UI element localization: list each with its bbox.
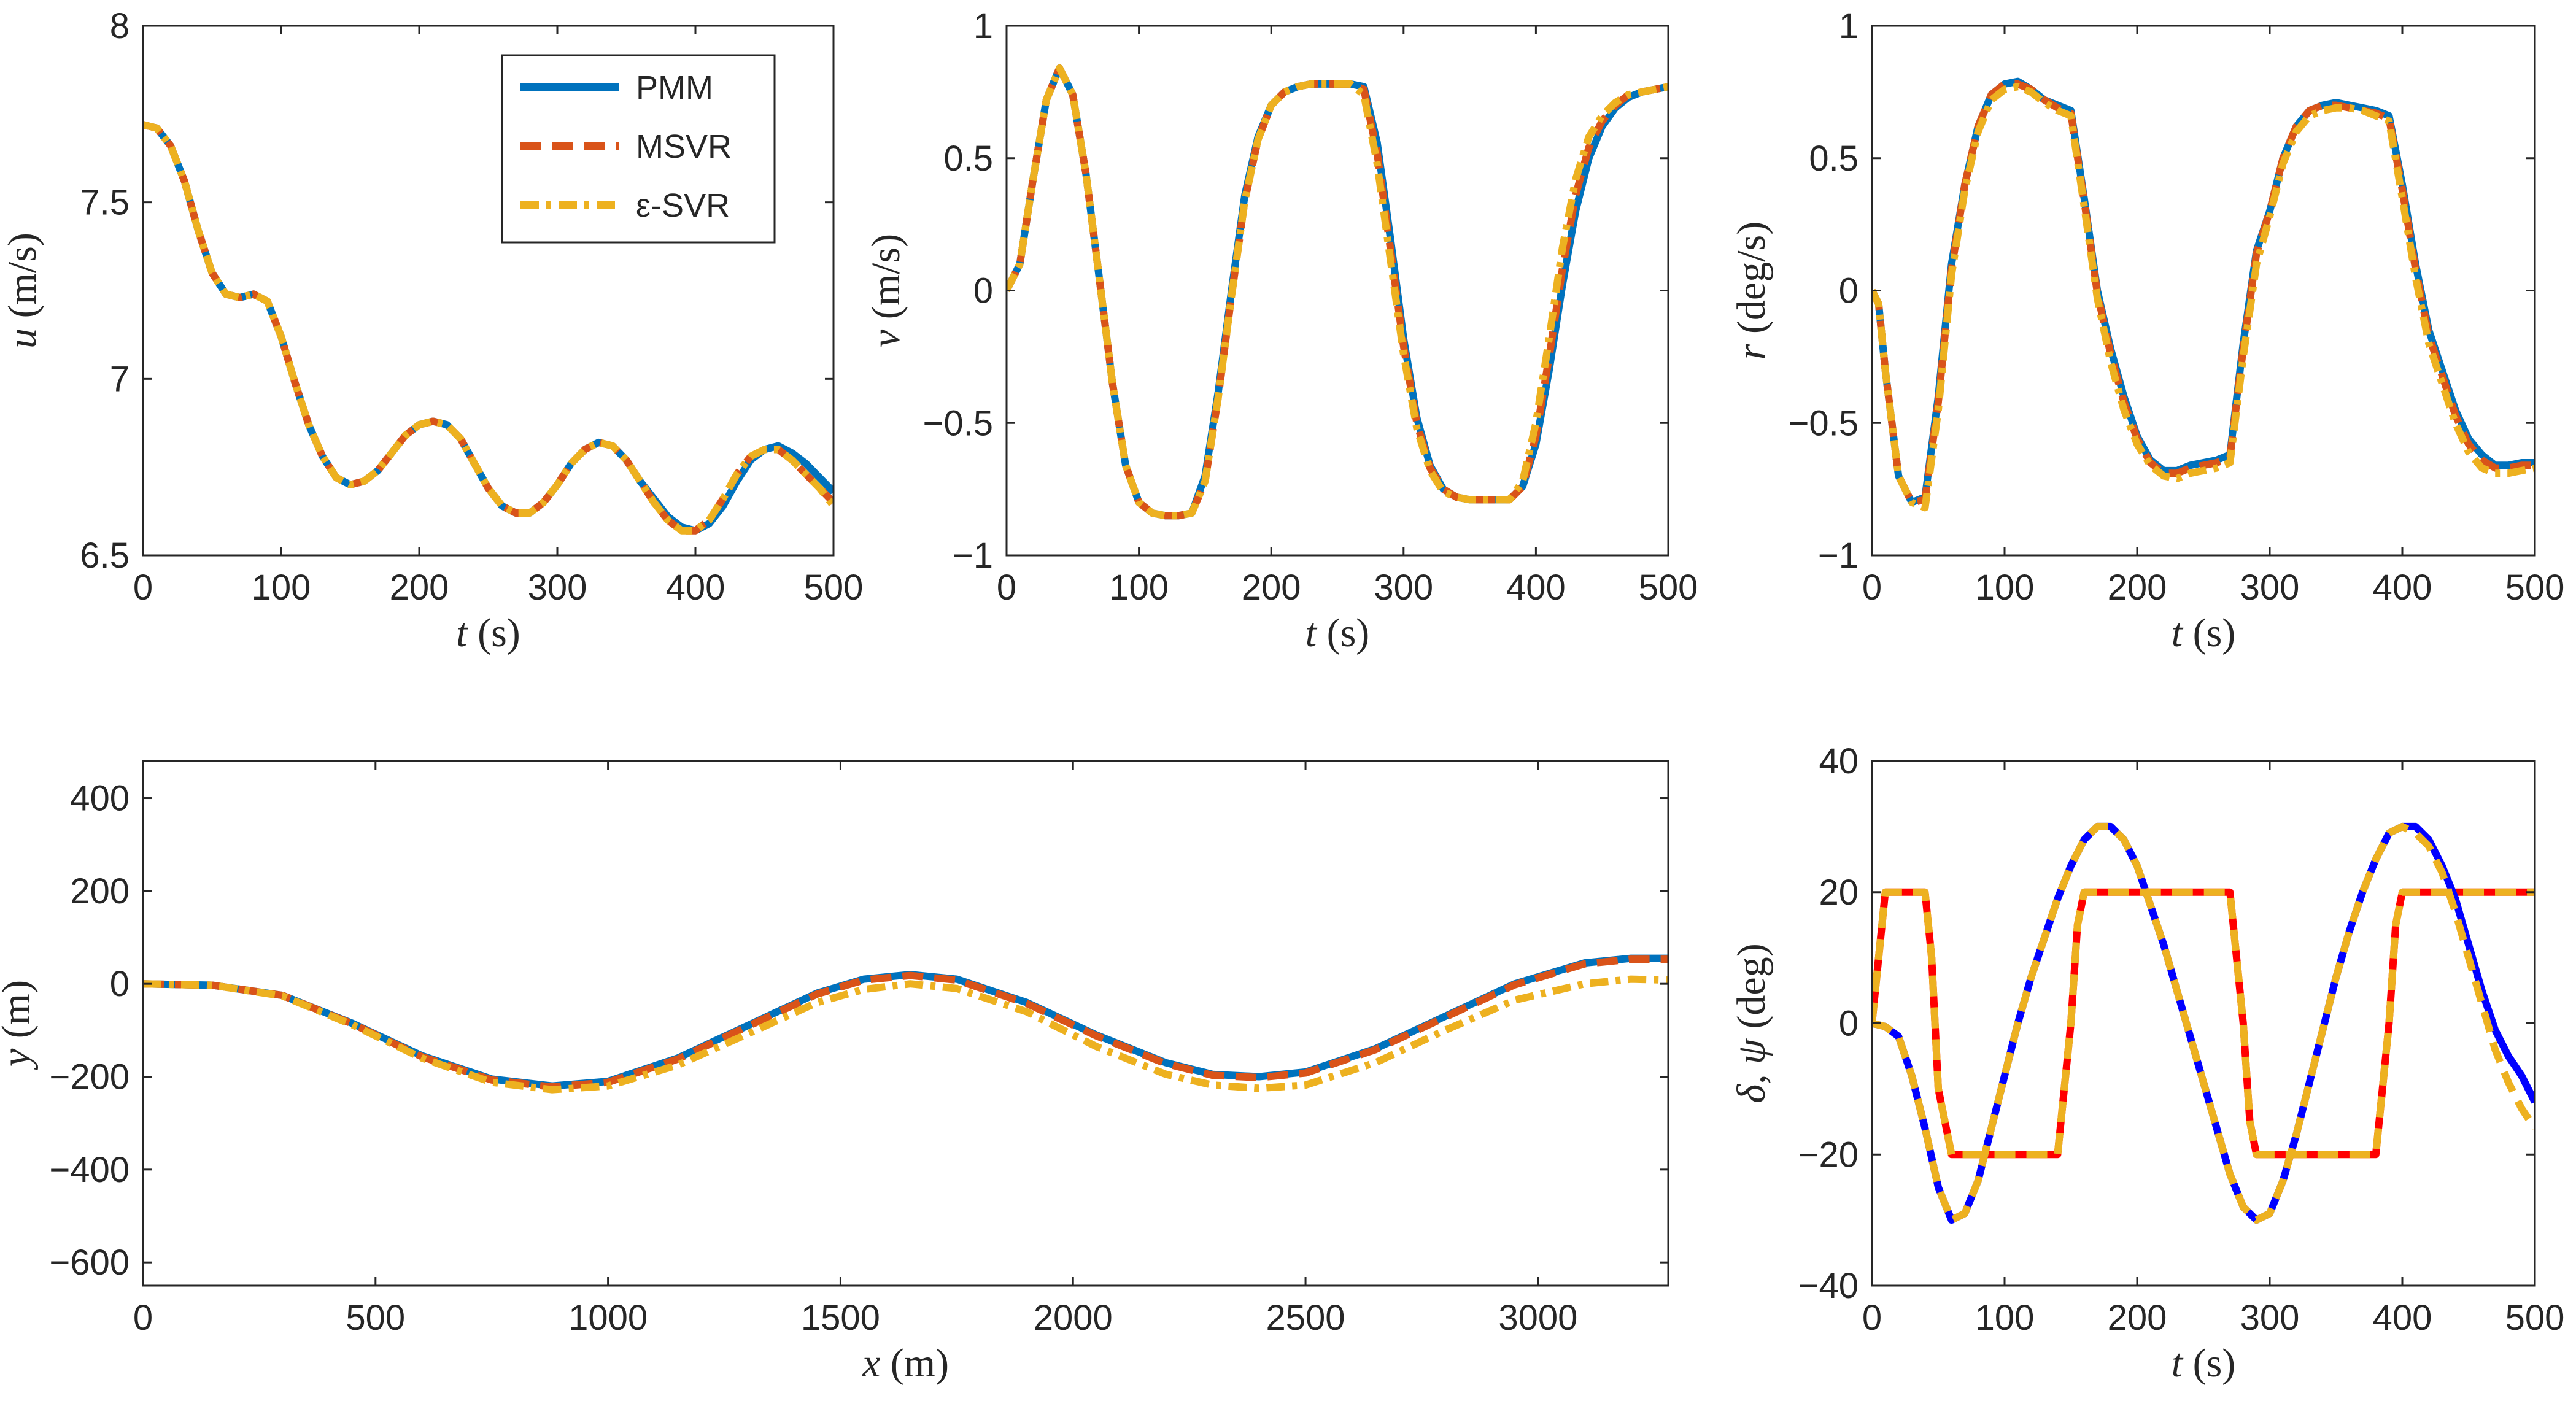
y-tick-label: −20 (1798, 1135, 1859, 1175)
y-tick-label: 0.5 (1809, 139, 1859, 179)
axes-frame (142, 760, 1669, 1287)
x-tick-label: 0 (133, 1298, 153, 1338)
y-tick-label: 0.5 (943, 139, 993, 179)
series-line-2 (1872, 822, 2535, 1224)
y-axis-label: v (m/s) (864, 234, 908, 347)
y-tick-label: 7.5 (80, 183, 130, 223)
panel-v: 0 100 200 300 400 500 −1 −0.5 0 0.5 1 t (s) v (m/s) (864, 6, 1698, 655)
y-tick-label: 0 (110, 964, 130, 1004)
x-tick-label: 300 (1374, 568, 1433, 608)
y-tick-label: −1 (953, 536, 993, 576)
x-tick-label: 500 (1639, 568, 1698, 608)
x-tick-label: 1000 (568, 1298, 648, 1338)
y-tick-label: −0.5 (1789, 403, 1859, 443)
legend: PMM MSVR ε-SVR (501, 54, 776, 244)
legend-label: PMM (636, 69, 713, 106)
x-tick-label: 0 (133, 568, 153, 608)
x-tick-label: 300 (2240, 568, 2300, 608)
x-tick-label: 400 (1506, 568, 1566, 608)
axes-frame (1871, 760, 2536, 1287)
y-axis-label: r (deg/s) (1729, 222, 1774, 360)
series-group (143, 121, 834, 535)
x-tick-label: 400 (666, 568, 725, 608)
series-line-msvr (143, 955, 1668, 1091)
y-tick-label: −200 (49, 1057, 130, 1097)
x-axis-label: x (m) (862, 1341, 949, 1386)
x-axis-label: t (s) (2172, 611, 2236, 655)
y-tick-label: 0 (1839, 271, 1859, 311)
series-line--svr (1007, 64, 1668, 520)
y-tick-label: 1 (1839, 6, 1859, 46)
panel-rudder-heading: 0 100 200 300 400 500 −40 −20 0 20 40 t (s) δ, ψ (de… (1729, 741, 2564, 1386)
panel-xy: 0 500 1000 1500 2000 2500 3000 −600 −400 −200 0 200… (0, 760, 1669, 1386)
series-group (1872, 77, 2535, 512)
series-line--svr (143, 121, 834, 535)
axes-frame (1871, 25, 2536, 557)
x-tick-label: 500 (346, 1298, 405, 1338)
x-tick-label: 500 (804, 568, 864, 608)
y-tick-label: 7 (110, 359, 130, 399)
legend-label: ε-SVR (636, 187, 730, 224)
series-line-msvr (1007, 64, 1668, 520)
y-tick-label: 8 (110, 6, 130, 46)
y-tick-label: −400 (49, 1150, 130, 1190)
y-tick-label: 200 (70, 871, 130, 911)
x-tick-label: 500 (2505, 1298, 2565, 1338)
y-tick-label: 40 (1819, 741, 1859, 781)
y-tick-label: 0 (973, 271, 993, 311)
x-tick-label: 500 (2505, 568, 2565, 608)
x-tick-label: 100 (1975, 568, 2035, 608)
x-tick-label: 100 (252, 568, 311, 608)
y-tick-label: 0 (1839, 1004, 1859, 1044)
y-tick-label: 1 (973, 6, 993, 46)
series-line--svr (1872, 83, 2535, 512)
y-tick-label: 6.5 (80, 536, 130, 576)
y-axis-label: y (m) (0, 980, 39, 1070)
x-tick-label: 0 (1862, 568, 1882, 608)
series-line-pmm (1007, 64, 1668, 520)
y-tick-label: 400 (70, 779, 130, 819)
x-tick-label: 400 (2373, 1298, 2432, 1338)
x-axis-label: t (s) (1305, 611, 1370, 655)
y-axis-label: u (m/s) (0, 233, 45, 349)
x-tick-label: 0 (1862, 1298, 1882, 1338)
x-axis-label: t (s) (2172, 1341, 2236, 1386)
x-tick-label: 0 (997, 568, 1016, 608)
y-tick-label: −1 (1818, 536, 1859, 576)
series-line--svr (143, 975, 1668, 1094)
series-group (1872, 822, 2535, 1224)
x-tick-label: 2500 (1266, 1298, 1345, 1338)
y-tick-label: −600 (49, 1243, 130, 1283)
y-tick-label: −40 (1798, 1266, 1859, 1306)
x-tick-label: 200 (390, 568, 449, 608)
x-tick-label: 100 (1109, 568, 1169, 608)
x-tick-label: 200 (2108, 568, 2167, 608)
series-line-4 (1872, 888, 2535, 1159)
y-axis-label: δ, ψ (deg) (1729, 943, 1774, 1103)
series-line-msvr (1872, 80, 2535, 506)
panel-u: 0 100 200 300 400 500 6.5 7 7.5 8 t (s) u (m/s) (0, 6, 863, 655)
series-group (1007, 64, 1668, 520)
series-group (143, 954, 1668, 1094)
x-tick-label: 2000 (1034, 1298, 1113, 1338)
x-tick-label: 300 (528, 568, 587, 608)
axes-frame (142, 25, 835, 557)
series-line-3 (1872, 822, 2535, 1224)
x-tick-label: 100 (1975, 1298, 2035, 1338)
y-tick-label: 20 (1819, 873, 1859, 913)
x-axis-label: t (s) (456, 611, 520, 655)
panel-r: 0 100 200 300 400 500 −1 −0.5 0 0.5 1 t (s) r (deg/s… (1729, 6, 2564, 655)
y-tick-label: −0.5 (923, 403, 994, 443)
x-tick-label: 200 (1242, 568, 1301, 608)
x-tick-label: 400 (2373, 568, 2432, 608)
x-tick-label: 300 (2240, 1298, 2300, 1338)
series-line-1 (1872, 888, 2535, 1159)
x-tick-label: 1500 (801, 1298, 880, 1338)
x-tick-label: 3000 (1498, 1298, 1577, 1338)
legend-label: MSVR (636, 128, 732, 165)
axes-frame (1005, 25, 1669, 557)
x-tick-label: 200 (2108, 1298, 2167, 1338)
